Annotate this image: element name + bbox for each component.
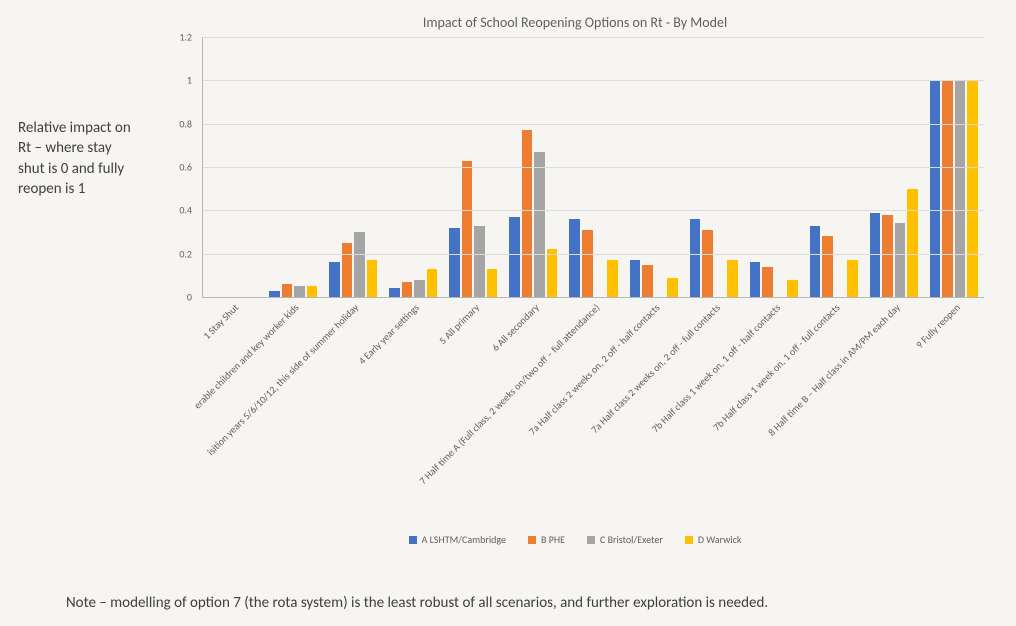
bar <box>822 236 833 297</box>
plot-area <box>202 37 984 298</box>
bar <box>667 278 678 298</box>
bar <box>402 282 413 297</box>
y-tick-label: 0.8 <box>179 117 192 130</box>
grid-line <box>203 254 984 255</box>
y-tick-label: 0.4 <box>179 204 192 217</box>
bar <box>522 130 533 297</box>
bar <box>895 223 906 297</box>
bar <box>414 280 425 297</box>
bar <box>967 80 978 297</box>
legend-swatch <box>528 536 536 544</box>
bar <box>870 213 881 298</box>
bar <box>642 265 653 298</box>
bar <box>702 230 713 297</box>
legend-label: A LSHTM/Cambridge <box>422 533 506 546</box>
grid-line <box>203 37 984 38</box>
bar <box>474 226 485 298</box>
legend-item: B PHE <box>528 533 565 546</box>
y-tick-label: 1.2 <box>179 31 192 44</box>
grid-line <box>203 210 984 211</box>
x-label-slot: 7b Half class 1 week on, 1 off - full co… <box>804 301 864 527</box>
legend-swatch <box>685 536 693 544</box>
bar <box>930 80 941 297</box>
bar <box>449 228 460 297</box>
bar <box>487 269 498 297</box>
y-tick-label: 0.6 <box>179 161 192 174</box>
bar <box>942 80 953 297</box>
bar <box>762 267 773 297</box>
bar <box>750 262 761 297</box>
chart-container: Impact of School Reopening Options on Rt… <box>160 14 990 564</box>
grid-line <box>203 124 984 125</box>
x-label-slot: 8 Half time B – Half class in AM/PM each… <box>864 301 924 527</box>
bar <box>389 288 400 297</box>
bar <box>282 284 293 297</box>
bar <box>727 260 738 297</box>
bar <box>582 230 593 297</box>
bar <box>882 215 893 297</box>
bar <box>607 260 618 297</box>
foot-note: Note – modelling of option 7 (the rota s… <box>66 594 996 612</box>
y-tick-label: 1 <box>187 74 192 87</box>
bar <box>569 219 580 297</box>
grid-line <box>203 80 984 81</box>
x-label-slot: 4 Early year settings <box>382 301 442 527</box>
bar <box>269 291 280 298</box>
x-label-slot: 9 Fully reopen <box>924 301 984 527</box>
bar <box>955 80 966 297</box>
plot-outer: 00.20.40.60.811.2 1 Stay Shuterable chil… <box>160 37 990 337</box>
bar <box>329 262 340 297</box>
bar <box>907 189 918 297</box>
bar <box>462 161 473 298</box>
bar <box>787 280 798 297</box>
grid-line <box>203 167 984 168</box>
legend-item: D Warwick <box>685 533 742 546</box>
x-tick-label: 5 All primary <box>436 301 482 347</box>
bar <box>690 219 701 297</box>
legend-label: C Bristol/Exeter <box>600 533 663 546</box>
bar <box>847 260 858 297</box>
bar <box>342 243 353 297</box>
y-tick-label: 0.2 <box>179 247 192 260</box>
bar <box>427 269 438 297</box>
x-axis-labels: 1 Stay Shut erable children and key worke… <box>202 301 984 527</box>
bar <box>354 232 365 297</box>
bar <box>509 217 520 297</box>
bar <box>810 226 821 298</box>
legend-item: A LSHTM/Cambridge <box>409 533 506 546</box>
bar <box>547 249 558 297</box>
legend: A LSHTM/Cambridge B PHE C Bristol/Exeter D … <box>160 533 990 546</box>
y-axis: 00.20.40.60.811.2 <box>160 37 198 297</box>
x-label-slot: erable children and key worker kids <box>262 301 322 527</box>
y-tick-label: 0 <box>187 291 192 304</box>
bar <box>534 152 545 297</box>
bar <box>367 260 378 297</box>
legend-label: D Warwick <box>698 533 742 546</box>
bar <box>630 260 641 297</box>
bar <box>294 286 305 297</box>
x-tick-label: 1 Stay Shut <box>200 301 241 342</box>
chart-title: Impact of School Reopening Options on Rt… <box>160 14 990 31</box>
page: Relative impact on Rt – where stay shut … <box>0 0 1016 626</box>
legend-swatch <box>587 536 595 544</box>
legend-label: B PHE <box>541 533 565 546</box>
bar <box>307 286 318 297</box>
legend-swatch <box>409 536 417 544</box>
x-label-slot: isition years 5/6/10/12, this side of su… <box>322 301 382 527</box>
y-axis-description: Relative impact on Rt – where stay shut … <box>18 118 138 199</box>
legend-item: C Bristol/Exeter <box>587 533 663 546</box>
